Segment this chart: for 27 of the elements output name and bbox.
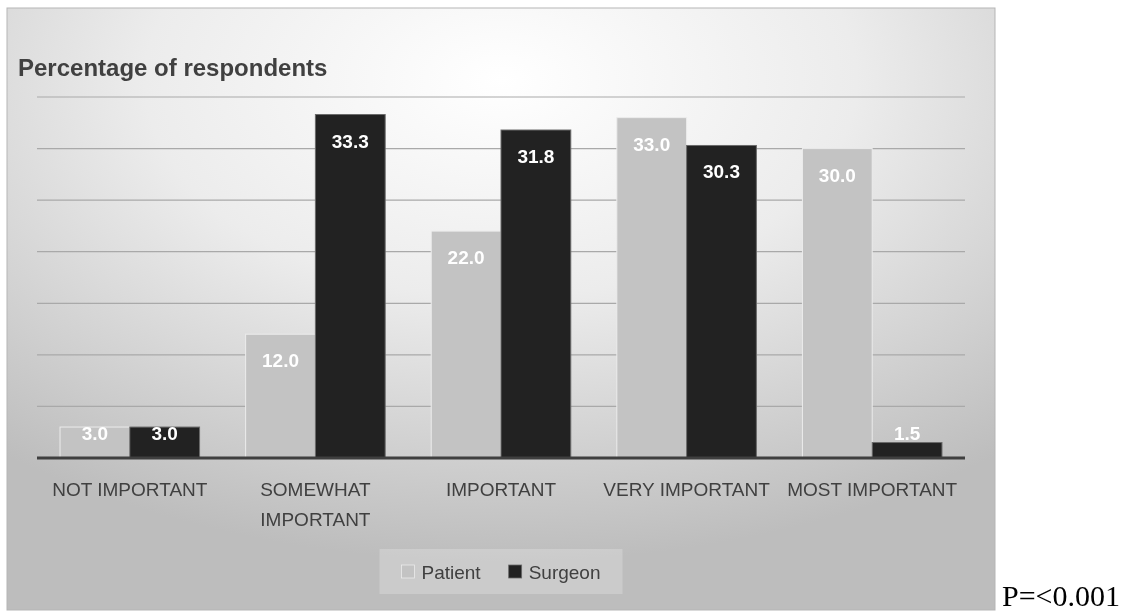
data-label: 31.8 [517,146,555,168]
data-label: 3.0 [81,423,109,444]
data-label: 22.0 [447,247,485,269]
text: P=<0.001 [1001,579,1120,611]
data-label: 30.3 [703,161,740,183]
x-tick-label: VERY IMPORTANT [603,479,771,500]
bar [616,117,688,459]
data-label: 33.3 [331,130,369,152]
x-tick-label: MOST IMPORTANT [787,479,958,500]
data-label: 3.0 [151,423,178,444]
bar [314,114,386,459]
bar [801,148,873,459]
x-tick-label: SOMEWHAT IMPORTANT [260,479,372,530]
legend-label: Patient [421,562,482,583]
data-label: 33.0 [633,133,671,155]
x-tick-label: NOT IMPORTANT [52,479,208,500]
data-label: 1.5 [893,423,921,444]
data-label: 12.0 [262,350,299,372]
legend-label: Surgeon [528,562,601,583]
chart-title: Percentage of respondents [18,54,328,81]
bar [245,333,316,459]
x-tick-label: IMPORTANT [445,479,557,500]
bar [500,129,572,459]
bar [871,442,943,459]
data-label: 30.0 [818,164,856,186]
bar [430,230,502,459]
bar [686,144,757,459]
